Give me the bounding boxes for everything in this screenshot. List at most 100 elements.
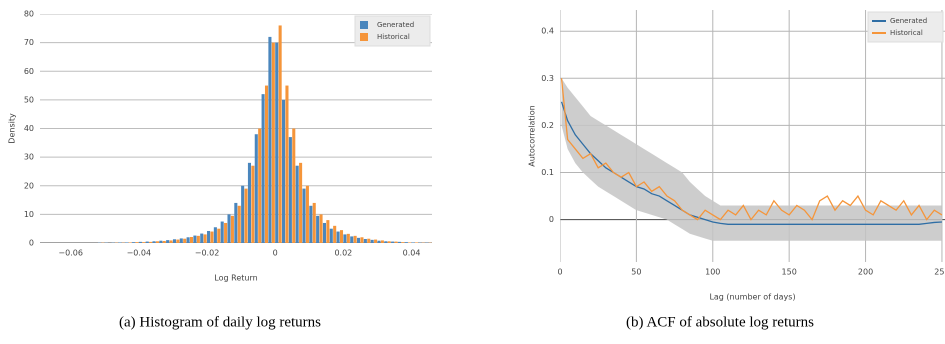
bar: [213, 227, 217, 243]
line: [560, 78, 943, 221]
line: [560, 101, 942, 225]
legend-swatch: [360, 33, 368, 41]
bar: [169, 240, 173, 243]
bar: [193, 235, 197, 243]
caption: (b) ACF of absolute log returns: [626, 314, 814, 330]
bar: [312, 202, 316, 243]
x-axis-label: Lag (number of days): [709, 293, 795, 302]
x-tick-label: 250: [934, 268, 945, 277]
bar: [200, 233, 204, 243]
bar: [374, 239, 378, 243]
bar: [288, 137, 292, 243]
bar: [210, 231, 214, 243]
bar: [217, 228, 221, 243]
caption: (a) Histogram of daily log returns: [119, 314, 321, 330]
bar: [237, 205, 241, 243]
bar: [196, 235, 200, 243]
bar: [241, 185, 245, 243]
x-tick-label: 0.04: [403, 249, 421, 258]
bar: [285, 85, 289, 243]
bar: [183, 238, 187, 243]
bar: [346, 233, 350, 243]
y-tick-label: 0.4: [541, 27, 554, 36]
bar: [391, 241, 395, 243]
x-tick-label: 50: [631, 268, 641, 277]
bar: [224, 222, 228, 243]
bar: [159, 240, 163, 243]
bar: [145, 241, 149, 243]
x-tick-label: 0.02: [334, 249, 352, 258]
bar: [135, 242, 139, 243]
bar: [384, 241, 388, 243]
plot: [560, 10, 945, 262]
y-tick-label: 30: [24, 153, 34, 162]
bar: [322, 222, 326, 243]
bar: [309, 205, 313, 243]
bar: [397, 241, 401, 243]
bar: [357, 237, 361, 243]
confidence-band: [561, 78, 942, 241]
bar: [162, 240, 166, 243]
bar: [244, 188, 248, 243]
bar: [370, 239, 374, 243]
bar: [275, 42, 279, 243]
y-tick-label: 10: [24, 210, 34, 219]
bar: [387, 241, 391, 243]
y-tick-label: 70: [24, 38, 34, 47]
bar: [299, 162, 303, 243]
bar: [254, 134, 258, 243]
x-tick-label: −0.06: [58, 249, 83, 258]
bar: [152, 241, 156, 243]
bar: [282, 99, 286, 243]
legend-label: Generated: [377, 21, 414, 29]
bar: [316, 215, 320, 243]
bar: [142, 242, 146, 243]
y-tick-label: 0.3: [541, 74, 554, 83]
bar: [363, 238, 367, 243]
bar: [408, 242, 412, 243]
x-tick-label: −0.02: [195, 249, 220, 258]
legend-label: Historical: [377, 33, 410, 41]
bar: [343, 234, 347, 243]
bar: [251, 165, 255, 243]
bar: [350, 236, 354, 243]
y-tick-label: 60: [24, 67, 34, 76]
bar: [125, 242, 129, 243]
bar: [138, 241, 142, 243]
y-tick-label: 0: [29, 239, 34, 248]
legend-box: [867, 11, 944, 43]
bar: [401, 242, 405, 243]
bar: [336, 231, 340, 243]
bar: [380, 240, 384, 243]
y-tick-label: 20: [24, 181, 34, 190]
x-tick-label: 200: [858, 268, 873, 277]
y-tick-label: 40: [24, 124, 34, 133]
bar: [155, 241, 159, 243]
y-tick-label: 50: [24, 95, 34, 104]
bar: [258, 128, 262, 243]
bar: [353, 235, 357, 243]
bar: [329, 228, 333, 243]
bar: [166, 240, 170, 243]
bar: [261, 94, 265, 243]
bar: [118, 242, 122, 243]
x-axis-label: Log Return: [214, 274, 257, 283]
bar: [234, 202, 238, 243]
bar: [149, 241, 153, 243]
x-tick-label: 0: [557, 268, 562, 277]
bar: [247, 162, 251, 243]
y-axis-label: Autocorrelation: [528, 105, 537, 167]
x-tick-label: 100: [705, 268, 720, 277]
x-tick-label: 150: [782, 268, 797, 277]
bar: [176, 239, 180, 243]
bar: [394, 241, 398, 243]
bar: [326, 220, 330, 243]
bar: [414, 242, 419, 243]
bar: [367, 238, 371, 243]
bar: [271, 42, 275, 243]
bar: [339, 230, 344, 243]
bar: [207, 230, 211, 243]
bar: [319, 214, 323, 243]
bar: [302, 188, 306, 243]
x-tick-label: −0.04: [127, 249, 152, 258]
